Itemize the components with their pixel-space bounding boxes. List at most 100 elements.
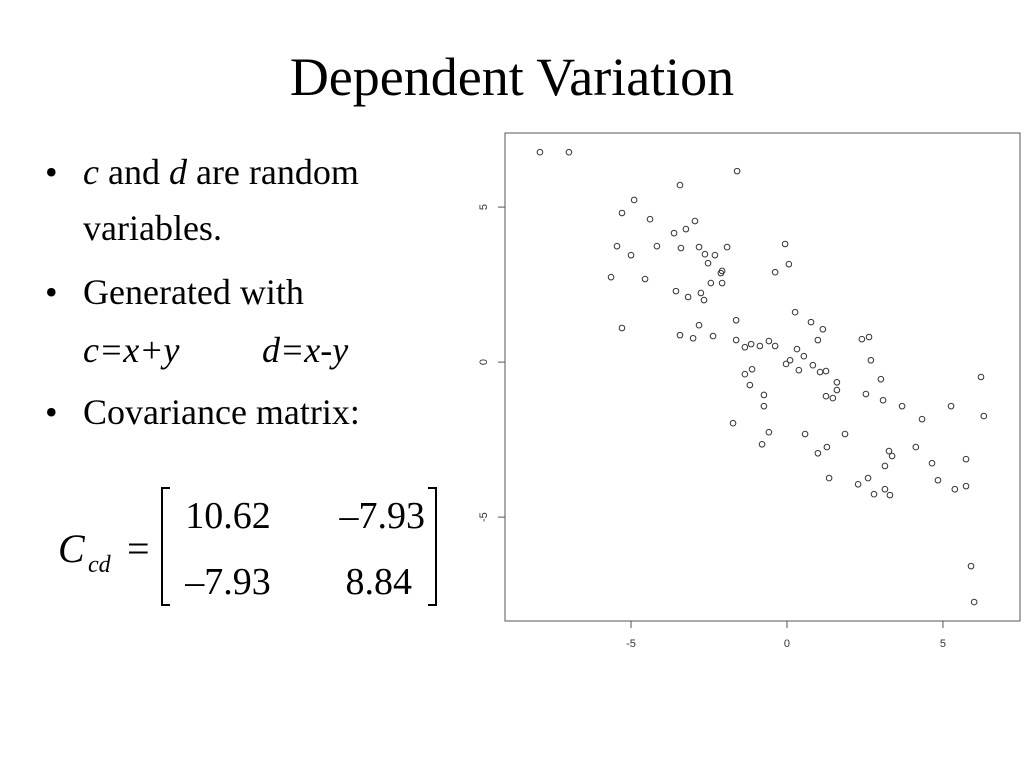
point	[711, 251, 719, 259]
point	[800, 352, 808, 360]
point	[782, 360, 790, 368]
point	[886, 491, 894, 499]
point	[741, 343, 749, 351]
point	[881, 462, 889, 470]
point	[630, 196, 638, 204]
point	[825, 474, 833, 482]
x-tick-label: -5	[626, 638, 636, 650]
point	[786, 356, 794, 364]
point	[807, 318, 815, 326]
point	[682, 225, 690, 233]
point	[888, 452, 896, 460]
point	[823, 443, 831, 451]
matrix-cell: 8.84	[346, 561, 413, 603]
point	[771, 342, 779, 350]
point	[854, 480, 862, 488]
point	[934, 476, 942, 484]
text: and	[99, 152, 169, 192]
matrix-cell: 10.62	[185, 495, 271, 537]
bullet-text: Covariance matrix:	[83, 392, 360, 432]
point	[833, 386, 841, 394]
point	[967, 562, 975, 570]
point	[977, 373, 985, 381]
point	[765, 428, 773, 436]
point	[862, 390, 870, 398]
point	[885, 447, 893, 455]
point	[653, 242, 661, 250]
point	[870, 490, 878, 498]
point	[898, 402, 906, 410]
matrix-symbol: C	[58, 526, 86, 571]
point	[729, 419, 737, 427]
point	[733, 167, 741, 175]
point	[760, 402, 768, 410]
point	[697, 289, 705, 297]
point	[819, 325, 827, 333]
point	[865, 333, 873, 341]
point	[962, 455, 970, 463]
point	[689, 334, 697, 342]
point	[858, 335, 866, 343]
x-tick-label: 5	[940, 638, 946, 650]
point	[747, 340, 755, 348]
point	[814, 336, 822, 344]
bullet-text: Generated with	[83, 272, 304, 312]
point	[918, 415, 926, 423]
point	[809, 361, 817, 369]
text: c	[83, 152, 99, 192]
bullet-dot: •	[45, 152, 58, 192]
point	[867, 356, 875, 364]
point	[760, 391, 768, 399]
point	[718, 279, 726, 287]
formula: c=x+y	[83, 330, 180, 370]
matrix-subscript: cd	[88, 552, 112, 578]
point	[912, 443, 920, 451]
x-tick-label: 0	[784, 638, 790, 650]
point	[962, 482, 970, 490]
point	[707, 279, 715, 287]
point	[756, 342, 764, 350]
bullet-dot: •	[45, 272, 58, 312]
point	[709, 332, 717, 340]
point	[704, 259, 712, 267]
point	[701, 250, 709, 258]
point	[646, 215, 654, 223]
point	[864, 474, 872, 482]
point	[765, 337, 773, 345]
point	[676, 331, 684, 339]
matrix-cell: –7.93	[184, 561, 271, 603]
point	[801, 430, 809, 438]
point	[879, 396, 887, 404]
point	[613, 242, 621, 250]
point	[947, 402, 955, 410]
point	[822, 367, 830, 375]
point	[771, 268, 779, 276]
point	[980, 412, 988, 420]
bullet-dot: •	[45, 392, 58, 432]
point	[641, 275, 649, 283]
point	[565, 148, 573, 156]
point	[881, 485, 889, 493]
point	[841, 430, 849, 438]
point	[536, 148, 544, 156]
text: are random	[187, 152, 359, 192]
point	[970, 598, 978, 606]
point	[746, 381, 754, 389]
point	[793, 345, 801, 353]
point	[695, 321, 703, 329]
point	[672, 287, 680, 295]
point	[732, 336, 740, 344]
point	[695, 243, 703, 251]
point	[814, 449, 822, 457]
point	[684, 293, 692, 301]
equals: =	[127, 526, 150, 571]
slide-title: Dependent Variation	[290, 47, 734, 107]
point	[833, 378, 841, 386]
y-tick-label: -5	[478, 512, 490, 522]
point	[732, 316, 740, 324]
plot-frame	[504, 132, 1021, 622]
point	[816, 368, 824, 376]
point	[717, 269, 725, 277]
